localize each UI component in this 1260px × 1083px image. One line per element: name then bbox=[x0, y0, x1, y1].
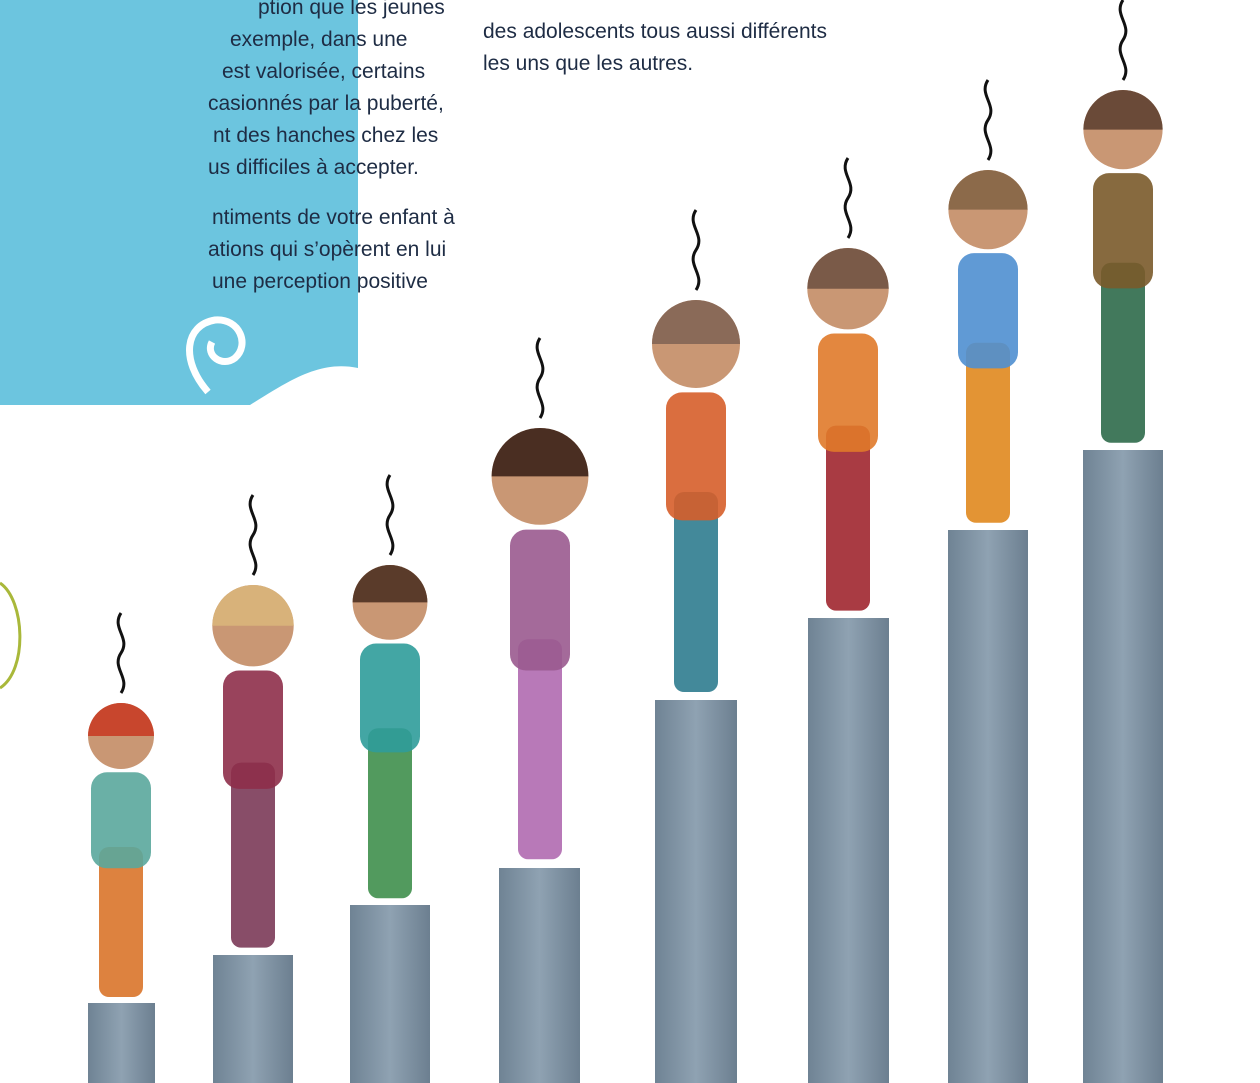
intro-line: des adolescents tous aussi différents bbox=[483, 20, 827, 43]
figure-hair bbox=[1083, 90, 1162, 130]
squiggle bbox=[118, 613, 124, 693]
squiggle bbox=[387, 475, 393, 555]
figure-torso bbox=[958, 253, 1018, 368]
sidebar-line: ations qui s’opèrent en lui bbox=[208, 238, 446, 261]
figure-torso bbox=[1093, 173, 1153, 288]
figure-legs bbox=[966, 343, 1010, 523]
figure-hair bbox=[652, 300, 740, 344]
figure-legs bbox=[826, 426, 870, 611]
column bbox=[499, 868, 580, 1083]
sidebar-line: une perception positive bbox=[212, 270, 428, 293]
sidebar-line: ntiments de votre enfant à bbox=[212, 206, 455, 229]
sidebar-line: us difficiles à accepter. bbox=[208, 156, 419, 179]
column bbox=[213, 955, 293, 1083]
figure-torso bbox=[510, 530, 570, 671]
figure-hair bbox=[492, 428, 589, 476]
page: ption que les jeunes exemple, dans une est… bbox=[0, 0, 1260, 1083]
figure-hair bbox=[807, 248, 888, 289]
column bbox=[655, 700, 737, 1083]
column bbox=[1083, 450, 1163, 1083]
squiggle bbox=[1120, 0, 1126, 80]
sidebar-line: nt des hanches chez les bbox=[213, 124, 438, 147]
figure-torso bbox=[91, 772, 151, 868]
sidebar-line: exemple, dans une bbox=[230, 28, 407, 51]
column bbox=[88, 1003, 155, 1083]
intro-line: les uns que les autres. bbox=[483, 52, 693, 75]
figure-hair bbox=[948, 170, 1027, 210]
figure-torso bbox=[818, 333, 878, 451]
figure-legs bbox=[99, 847, 143, 997]
sidebar-line: ption que les jeunes bbox=[258, 0, 445, 19]
squiggle bbox=[250, 495, 256, 575]
figure-legs bbox=[518, 639, 562, 859]
texts: ption que les jeunes exemple, dans une est… bbox=[208, 0, 827, 293]
figure-torso bbox=[223, 670, 283, 788]
figure-legs bbox=[1101, 263, 1145, 443]
figure-legs bbox=[674, 492, 718, 692]
figure-torso bbox=[666, 392, 726, 520]
column bbox=[948, 530, 1028, 1083]
squiggle bbox=[985, 80, 991, 160]
figure-legs bbox=[368, 728, 412, 898]
column bbox=[350, 905, 430, 1083]
green-arc bbox=[0, 583, 20, 688]
figure-torso bbox=[360, 644, 420, 753]
squiggle bbox=[845, 158, 851, 238]
sidebar-line: est valorisée, certains bbox=[222, 60, 425, 83]
squiggle bbox=[693, 210, 699, 290]
figure-hair bbox=[212, 585, 293, 626]
figure-legs bbox=[231, 763, 275, 948]
figure-hair bbox=[88, 703, 154, 736]
squiggle bbox=[537, 338, 543, 418]
sidebar-line: casionnés par la puberté, bbox=[208, 92, 444, 115]
figure-hair bbox=[353, 565, 428, 602]
column bbox=[808, 618, 889, 1083]
